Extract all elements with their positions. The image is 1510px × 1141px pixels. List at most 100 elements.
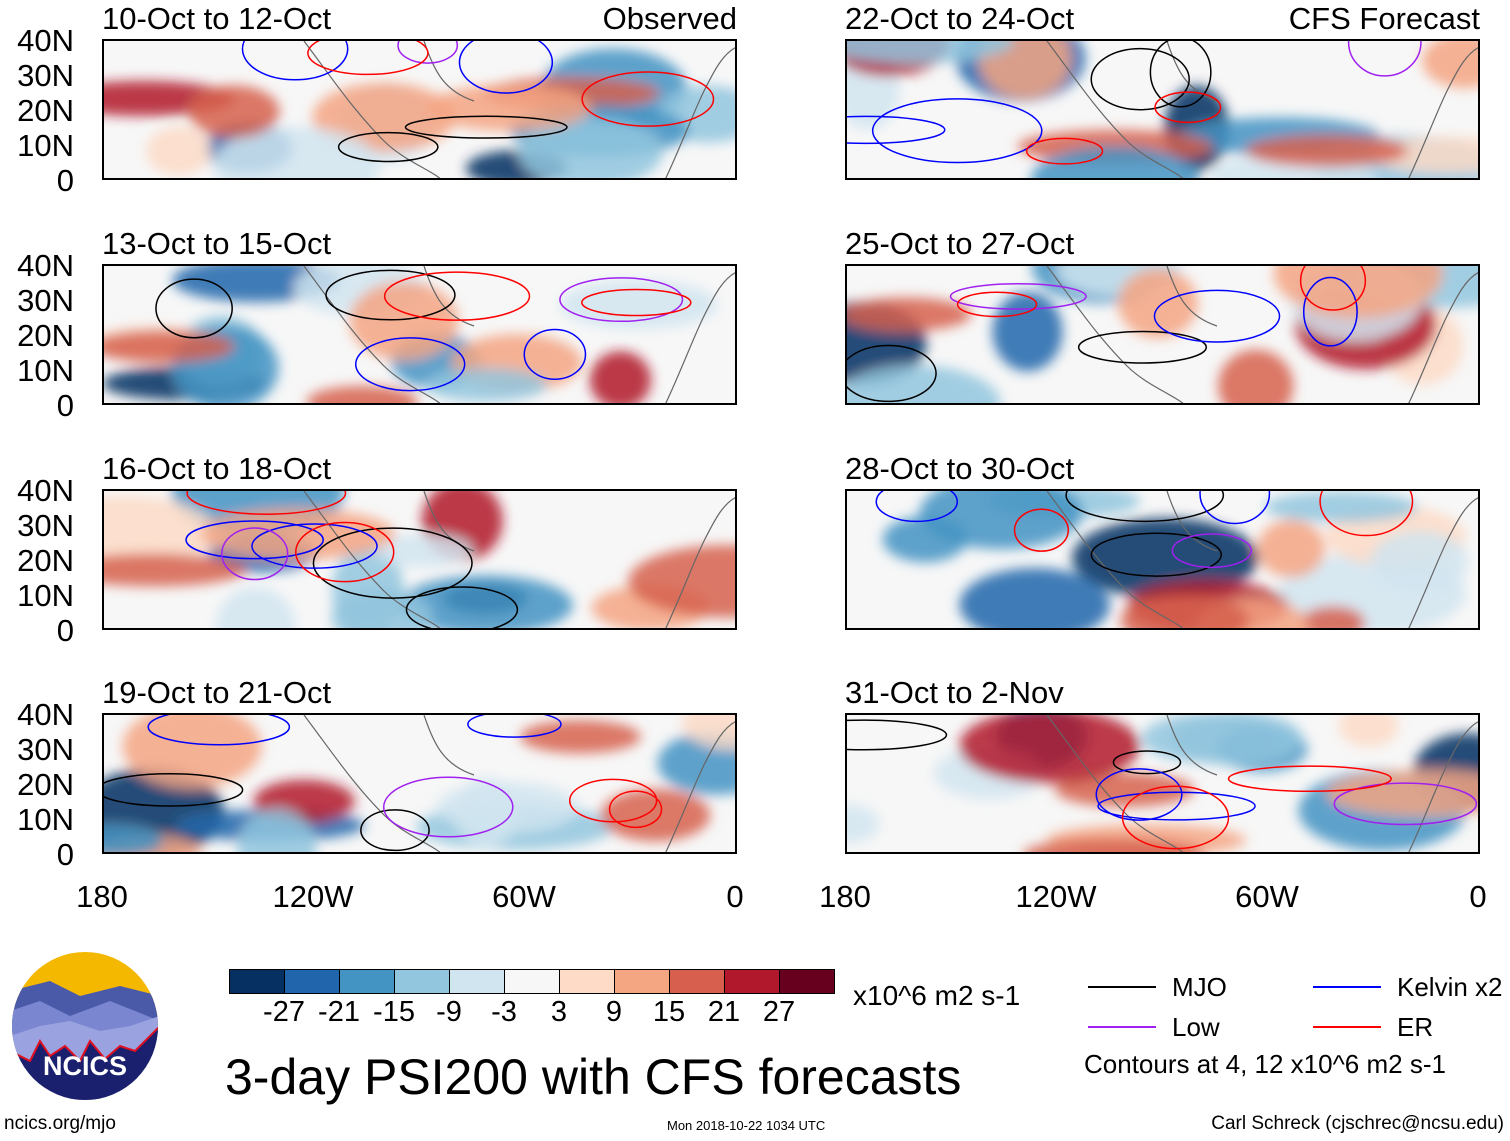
colorbar-swatch [340, 970, 395, 993]
psi-anomaly-blob [1257, 519, 1325, 578]
lat-tick-label: 20N [17, 543, 74, 578]
lat-tick-label: 10N [17, 578, 74, 613]
psi-anomaly-blob [331, 588, 432, 628]
psi-anomaly-blob [145, 126, 212, 176]
psi-anomaly-blob [589, 351, 652, 403]
map-panel [845, 489, 1480, 630]
er-contour [1121, 785, 1230, 850]
low-contour [1171, 533, 1253, 569]
map-panel [102, 713, 737, 854]
lat-tick-label: 10N [17, 353, 74, 388]
mjo-contour [1149, 41, 1212, 108]
lon-tick-label: 120W [1015, 879, 1097, 914]
lon-tick-label: 120W [272, 879, 354, 914]
kelvin-contour [354, 337, 466, 392]
er-contour [956, 291, 1038, 318]
psi-anomaly-blob [1338, 715, 1399, 748]
colorbar-tick: -27 [263, 996, 305, 1028]
er-contour [581, 71, 715, 127]
kelvin-contour [871, 98, 1043, 164]
mjo-contour [325, 269, 456, 321]
units-label: x10^6 m2 s-1 [853, 980, 1021, 1011]
psi-anomaly-blob [427, 84, 592, 132]
er-contour [608, 790, 663, 829]
colorbar-tick: 21 [707, 996, 741, 1028]
low-contour [949, 282, 1087, 310]
legend-label: Low [1172, 1012, 1220, 1042]
mjo-contour [404, 115, 568, 139]
psi-anomaly-blob [847, 365, 1001, 403]
colorbar-swatch [725, 970, 780, 993]
colorbar-tick: 9 [605, 996, 623, 1028]
lat-tick-label: 40N [17, 23, 74, 58]
psi-anomaly-blob [1120, 594, 1249, 628]
kelvin-contour [875, 491, 959, 523]
low-contour [1347, 41, 1422, 77]
psi-anomaly-blob [1273, 266, 1443, 318]
low-contour [397, 41, 459, 64]
lat-tick-label: 30N [17, 283, 74, 318]
er-contour [1227, 765, 1392, 793]
mjo-contour [312, 527, 473, 599]
lat-tick-label: 0 [56, 388, 74, 423]
map-panel [102, 264, 737, 405]
er-contour [307, 41, 429, 76]
er-contour [568, 778, 658, 823]
panel-title: 16-Oct to 18-Oct [102, 451, 332, 486]
legend-label: Kelvin x2 [1397, 972, 1503, 1002]
panel-title: 22-Oct to 24-Oct [845, 1, 1075, 36]
mjo-contour [847, 344, 937, 403]
colorbar-swatch [615, 970, 670, 993]
er-contour [1025, 137, 1104, 165]
panel-title: 19-Oct to 21-Oct [102, 675, 332, 710]
panel-title: 31-Oct to 2-Nov [845, 675, 1064, 710]
coastline [303, 491, 735, 628]
psi-anomaly-blob [215, 587, 296, 628]
lon-tick-label: 0 [1469, 879, 1487, 914]
figure-title: 3-day PSI200 with CFS forecasts [225, 1049, 962, 1105]
psi-anomaly-blob [1170, 715, 1303, 766]
colorbar-swatch [395, 970, 450, 993]
panel-title: 28-Oct to 30-Oct [845, 451, 1075, 486]
psi-anomaly-blob [424, 367, 548, 402]
psi-anomaly-blob [188, 85, 280, 139]
psi-anomaly-blob [306, 385, 419, 403]
psi-anomaly-blob [1023, 838, 1203, 852]
panel-kind-label: Observed [602, 1, 737, 36]
lat-tick-label: 10N [17, 128, 74, 163]
panel-title: 13-Oct to 15-Oct [102, 226, 332, 261]
lat-tick-label: 20N [17, 318, 74, 353]
lon-tick-label: 60W [492, 879, 556, 914]
svg-text:NCICS: NCICS [43, 1051, 127, 1081]
low-contour [382, 776, 514, 838]
lon-tick-label: 180 [76, 879, 128, 914]
psi-anomaly-blob [1245, 134, 1409, 168]
colorbar-tick: -3 [491, 996, 517, 1028]
legend-line [1088, 1026, 1156, 1028]
legend-line [1313, 1026, 1381, 1028]
panel-kind-label: CFS Forecast [1288, 1, 1480, 36]
lat-tick-label: 30N [17, 732, 74, 767]
kelvin-contour [147, 715, 291, 746]
site-link[interactable]: ncics.org/mjo [4, 1113, 116, 1134]
mjo-contour [1090, 532, 1223, 577]
lat-tick-label: 20N [17, 93, 74, 128]
er-contour [1154, 91, 1222, 124]
er-contour [1013, 508, 1070, 552]
legend-label: MJO [1172, 972, 1227, 1002]
timestamp: Mon 2018-10-22 1034 UTC [667, 1118, 826, 1133]
psi-anomaly-blob [681, 715, 735, 750]
lat-tick-label: 0 [56, 613, 74, 648]
colorbar-tick: -21 [318, 996, 360, 1028]
author-credit: Carl Schreck (cjschrec@ncsu.edu) [1211, 1113, 1504, 1134]
mjo-contour [360, 809, 430, 852]
psi-anomaly-blob [628, 545, 735, 618]
legend-line [1088, 986, 1156, 988]
lat-tick-label: 10N [17, 802, 74, 837]
legend-line [1313, 986, 1381, 988]
psi-anomaly-blob [374, 534, 473, 568]
psi-anomaly-blob [1117, 268, 1198, 339]
psi-anomaly-blob [349, 281, 459, 361]
lon-tick-label: 60W [1235, 879, 1299, 914]
lat-tick-label: 40N [17, 697, 74, 732]
